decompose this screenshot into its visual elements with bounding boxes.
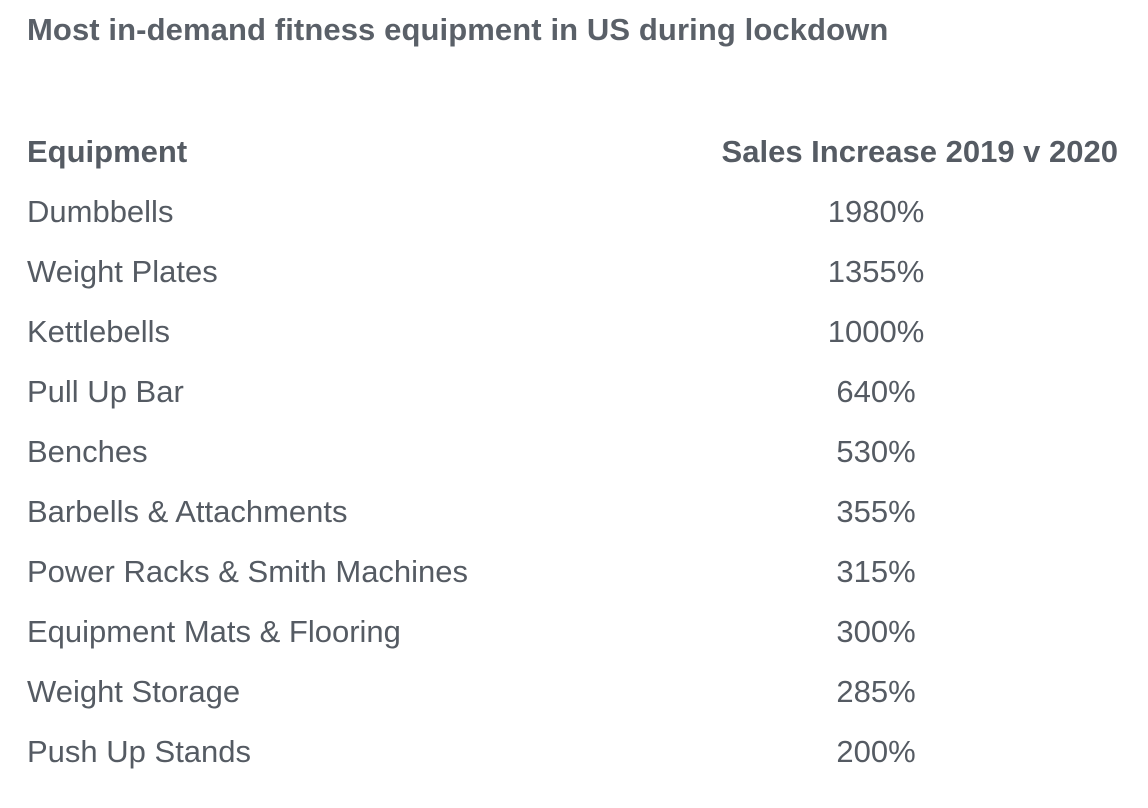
table-row: Equipment Mats & Flooring 300% [0, 606, 1148, 666]
column-header-sales-increase: Sales Increase 2019 v 2020 [721, 134, 1118, 169]
equipment-table: Equipment Sales Increase 2019 v 2020 Dum… [0, 126, 1148, 786]
sales-increase-cell: 1000% [827, 314, 925, 349]
column-header-equipment: Equipment [27, 134, 188, 169]
table-row: Push Up Stands 200% [0, 726, 1148, 786]
page-title: Most in-demand fitness equipment in US d… [27, 12, 889, 47]
equipment-name-cell: Dumbbells [27, 194, 174, 229]
table-row: Power Racks & Smith Machines 315% [0, 546, 1148, 606]
table-row: Barbells & Attachments 355% [0, 486, 1148, 546]
sales-increase-cell: 530% [836, 434, 916, 469]
sales-increase-cell: 355% [836, 494, 916, 529]
table-row: Weight Plates 1355% [0, 246, 1148, 306]
sales-increase-cell: 315% [836, 554, 916, 589]
equipment-name-cell: Push Up Stands [27, 734, 252, 769]
sales-increase-cell: 1980% [827, 194, 925, 229]
equipment-name-cell: Barbells & Attachments [27, 494, 348, 529]
table-row: Weight Storage 285% [0, 666, 1148, 726]
sales-increase-cell: 200% [836, 734, 916, 769]
equipment-name-cell: Kettlebells [27, 314, 171, 349]
equipment-name-cell: Pull Up Bar [27, 374, 184, 409]
equipment-name-cell: Benches [27, 434, 148, 469]
table-row: Kettlebells 1000% [0, 306, 1148, 366]
table-header-row: Equipment Sales Increase 2019 v 2020 [0, 126, 1148, 186]
table-body: Dumbbells 1980% Weight Plates 1355% Kettlebe… [0, 186, 1148, 786]
table-row: Benches 530% [0, 426, 1148, 486]
equipment-name-cell: Equipment Mats & Flooring [27, 614, 401, 649]
sales-increase-cell: 285% [836, 674, 916, 709]
table-row: Dumbbells 1980% [0, 186, 1148, 246]
sales-increase-cell: 640% [836, 374, 916, 409]
table-row: Pull Up Bar 640% [0, 366, 1148, 426]
sales-increase-cell: 300% [836, 614, 916, 649]
equipment-name-cell: Power Racks & Smith Machines [27, 554, 469, 589]
equipment-name-cell: Weight Plates [27, 254, 218, 289]
sales-increase-cell: 1355% [827, 254, 925, 289]
equipment-name-cell: Weight Storage [27, 674, 241, 709]
